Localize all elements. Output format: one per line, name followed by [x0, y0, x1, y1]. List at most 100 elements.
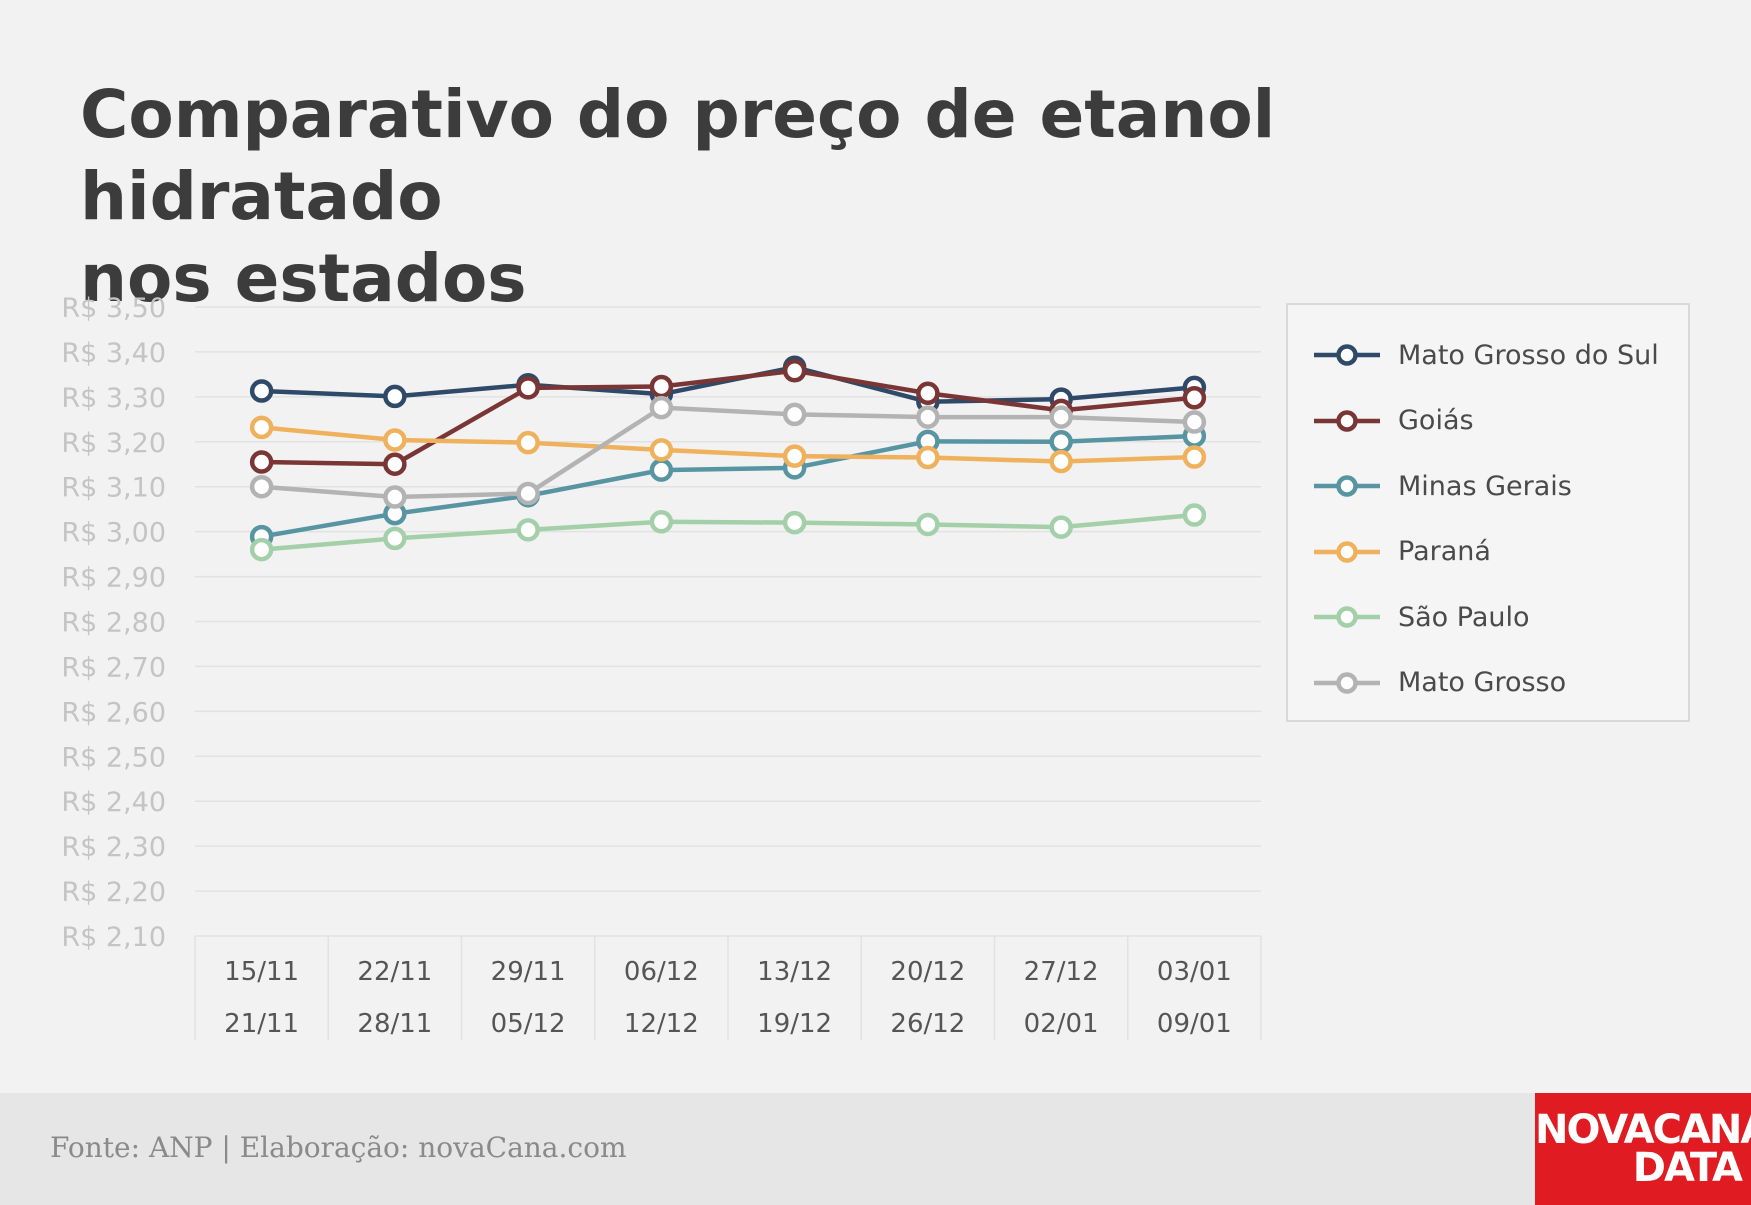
- logo-line-1: NOVACANA: [1535, 1107, 1751, 1153]
- data-point: [1182, 410, 1207, 434]
- category-start-label: 03/01: [1157, 957, 1232, 987]
- y-tick-label: R$ 3,30: [61, 383, 166, 414]
- category-end-label: 09/01: [1157, 1009, 1232, 1039]
- x-axis-categories: 15/11 21/11 22/11 28/11 29/11 05/12 06/12 12/12…: [194, 936, 1262, 1040]
- logo-line-2: DATA: [1632, 1145, 1743, 1191]
- series-1: [249, 359, 1207, 476]
- legend-item: Goiás: [1312, 401, 1474, 441]
- data-point: [649, 438, 674, 462]
- data-point: [516, 481, 540, 506]
- series-line: [261, 425, 1195, 464]
- data-point: [1182, 386, 1207, 410]
- y-tick-label: R$ 2,50: [61, 742, 166, 773]
- chart-title-line-2: nos estados: [80, 240, 527, 317]
- data-point: [782, 402, 807, 427]
- legend-label: São Paulo: [1398, 601, 1530, 633]
- data-point: [249, 474, 274, 499]
- data-point: [383, 452, 407, 476]
- data-point: [649, 458, 674, 482]
- data-point: [916, 381, 940, 406]
- category-end-label: 05/12: [491, 1009, 566, 1039]
- legend-item: Minas Gerais: [1312, 466, 1572, 506]
- category-start-label: 06/12: [624, 957, 699, 987]
- source-credit: Fonte: ANP | Elaboração: novaCana.com: [50, 1131, 627, 1164]
- legend-item: Paraná: [1312, 532, 1491, 572]
- legend-item: São Paulo: [1312, 597, 1530, 637]
- y-tick-label: R$ 3,40: [61, 338, 166, 369]
- legend-label: Goiás: [1398, 405, 1474, 436]
- y-tick-label: R$ 2,10: [61, 922, 166, 953]
- data-point: [383, 428, 407, 452]
- brand-logo: NOVACANA DATA: [1535, 1093, 1751, 1205]
- category-end-label: 12/12: [624, 1009, 699, 1039]
- category-start-label: 13/12: [757, 957, 832, 987]
- series-line: [261, 512, 1195, 552]
- y-tick-label: R$ 3,10: [61, 473, 166, 504]
- data-point: [782, 359, 807, 383]
- data-point: [1049, 405, 1073, 429]
- data-point: [649, 374, 674, 399]
- category-start-label: 27/12: [1024, 957, 1099, 987]
- category-end-label: 02/01: [1024, 1009, 1099, 1039]
- data-point: [916, 405, 940, 429]
- category-end-label: 28/11: [357, 1009, 432, 1039]
- data-point: [916, 445, 940, 470]
- series-3: [249, 415, 1207, 474]
- y-tick-label: R$ 2,90: [61, 563, 166, 594]
- legend-item: Mato Grosso do Sul: [1312, 335, 1659, 375]
- series-line: [261, 433, 1195, 539]
- series-5: [249, 395, 1207, 509]
- legend-swatch: [1314, 344, 1380, 366]
- data-point: [1049, 515, 1073, 539]
- legend-swatch: [1314, 475, 1380, 497]
- data-point: [1049, 449, 1073, 474]
- category-end-label: 26/12: [890, 1009, 965, 1039]
- data-point: [782, 510, 807, 535]
- data-point: [249, 537, 274, 562]
- grid-lines: [195, 306, 1261, 937]
- category-start-label: 20/12: [890, 957, 965, 987]
- category-end-label: 19/12: [757, 1009, 832, 1039]
- category-start-label: 22/11: [357, 957, 432, 987]
- legend-label: Mato Grosso: [1398, 667, 1567, 698]
- data-point: [383, 526, 407, 551]
- legend-label: Paraná: [1398, 536, 1491, 567]
- data-point: [1049, 430, 1073, 454]
- series-lines: [249, 355, 1207, 562]
- data-point: [1182, 503, 1207, 527]
- y-tick-label: R$ 2,40: [61, 787, 166, 818]
- series-line: [261, 368, 1195, 467]
- data-point: [916, 512, 940, 537]
- legend-label: Minas Gerais: [1398, 470, 1572, 502]
- data-point: [249, 379, 274, 403]
- data-point: [782, 444, 807, 468]
- data-point: [516, 376, 540, 400]
- series-4: [249, 503, 1207, 562]
- legend-swatch: [1314, 409, 1380, 432]
- y-tick-label: R$ 3,50: [61, 293, 166, 324]
- y-tick-label: R$ 3,00: [61, 518, 166, 549]
- legend-swatch: [1314, 606, 1380, 628]
- category-start-label: 29/11: [491, 957, 566, 987]
- legend-swatch: [1314, 540, 1380, 563]
- footer-bar: Fonte: ANP | Elaboração: novaCana.com NO…: [0, 1093, 1751, 1205]
- data-point: [249, 450, 274, 474]
- data-point: [383, 485, 407, 509]
- category-start-label: 15/11: [224, 957, 299, 987]
- y-tick-label: R$ 2,20: [61, 877, 166, 908]
- y-tick-label: R$ 2,70: [61, 652, 166, 683]
- line-chart: R$ 3,50 R$ 3,40 R$ 3,30 R$ 3,20 R$ 3,10 R$ 3,…: [61, 293, 1262, 1040]
- legend-swatch: [1314, 671, 1380, 694]
- data-point: [1182, 445, 1207, 469]
- data-point: [649, 510, 674, 534]
- chart-title-line-1: Comparativo do preço de etanol hidratado: [80, 76, 1276, 235]
- y-tick-label: R$ 3,20: [61, 428, 166, 459]
- legend-item: Mato Grosso: [1312, 663, 1566, 703]
- data-point: [383, 384, 407, 409]
- data-point: [516, 430, 540, 455]
- chart-title: Comparativo do preço de etanol hidratado…: [80, 74, 1580, 320]
- y-axis-ticks: R$ 3,50 R$ 3,40 R$ 3,30 R$ 3,20 R$ 3,10 R$ 3,…: [61, 293, 166, 953]
- data-point: [249, 415, 274, 440]
- data-point: [516, 518, 540, 542]
- series-line: [261, 405, 1195, 500]
